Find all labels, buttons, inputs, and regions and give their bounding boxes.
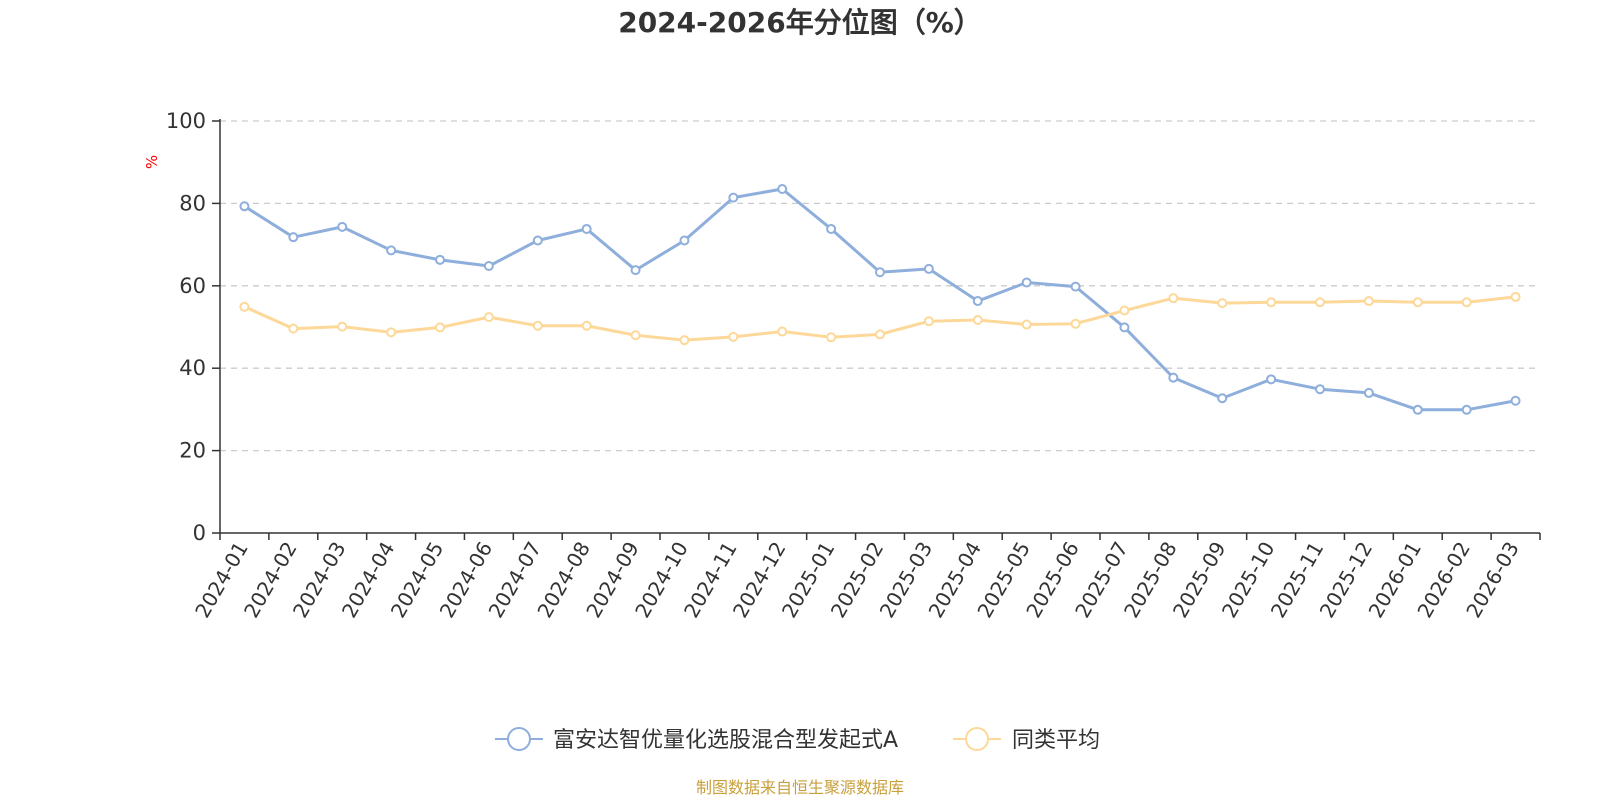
y-tick-label: 20 <box>179 439 206 463</box>
data-point <box>1070 318 1081 329</box>
y-tick-label: 0 <box>193 521 206 545</box>
data-point <box>1315 384 1325 395</box>
data-point <box>386 327 397 338</box>
data-point <box>386 245 397 256</box>
data-point <box>483 261 494 272</box>
legend-item-2: 同类平均 <box>953 727 1100 753</box>
data-point <box>1168 372 1179 383</box>
legend-marker <box>507 727 531 751</box>
data-point <box>875 267 885 278</box>
data-point <box>288 232 299 243</box>
data-point <box>972 296 983 307</box>
data-point <box>1119 305 1130 316</box>
data-point <box>1315 297 1325 308</box>
grid-lines <box>220 120 1540 452</box>
data-point <box>581 320 592 331</box>
data-point <box>1266 297 1277 308</box>
series-2 <box>239 291 1521 346</box>
data-point <box>777 183 788 194</box>
y-tick-label: 80 <box>179 191 206 215</box>
legend-label: 同类平均 <box>1012 728 1100 753</box>
data-point <box>679 235 690 246</box>
data-point <box>1168 293 1179 304</box>
legend-item-1: 富安达智优量化选股混合型发起式A <box>495 727 898 753</box>
chart-title: 2024-2026年分位图（%） <box>618 6 982 39</box>
data-point <box>1412 404 1423 415</box>
data-point <box>826 223 837 234</box>
data-point <box>1363 296 1374 307</box>
data-point <box>239 201 250 212</box>
data-point <box>1217 393 1228 404</box>
legend: 富安达智优量化选股混合型发起式A 同类平均 <box>495 727 1100 753</box>
data-point <box>1217 298 1228 309</box>
data-point <box>630 330 641 341</box>
data-point <box>435 322 445 333</box>
y-tick-label: 40 <box>179 356 206 380</box>
data-point <box>826 332 837 343</box>
data-point <box>337 321 348 332</box>
data-point <box>875 329 885 340</box>
series-lines <box>239 183 1521 415</box>
data-point <box>1021 277 1032 288</box>
series-line <box>243 187 1516 412</box>
data-point <box>1461 404 1472 415</box>
data-point <box>532 320 543 331</box>
y-tick-label: 60 <box>179 274 206 298</box>
data-point <box>1363 387 1374 398</box>
data-point <box>1119 322 1130 333</box>
data-point <box>337 221 348 232</box>
data-point <box>581 223 592 234</box>
y-axis-unit-label: % <box>143 155 161 169</box>
data-point <box>532 235 543 246</box>
data-point <box>1070 281 1081 292</box>
data-point <box>1412 297 1423 308</box>
data-point <box>972 314 983 325</box>
data-point <box>679 335 690 346</box>
data-point <box>923 263 934 274</box>
data-point <box>1266 374 1277 385</box>
data-point <box>435 254 445 265</box>
legend-marker <box>965 727 989 751</box>
data-point <box>728 192 739 203</box>
data-point <box>923 316 934 327</box>
y-tick-label: 100 <box>166 109 206 133</box>
data-point <box>1510 395 1521 406</box>
series-1 <box>239 183 1521 415</box>
data-point <box>728 331 739 342</box>
data-point <box>483 312 494 323</box>
legend-label: 富安达智优量化选股混合型发起式A <box>553 728 898 753</box>
source-note: 制图数据来自恒生聚源数据库 <box>696 778 904 797</box>
data-point <box>777 326 788 337</box>
axes: 0204060801002024-012024-022024-032024-04… <box>166 109 1541 622</box>
data-point <box>1510 291 1521 302</box>
data-point <box>239 301 250 312</box>
data-point <box>288 323 299 334</box>
data-point <box>630 265 641 276</box>
data-point <box>1461 297 1472 308</box>
data-point <box>1021 319 1032 330</box>
